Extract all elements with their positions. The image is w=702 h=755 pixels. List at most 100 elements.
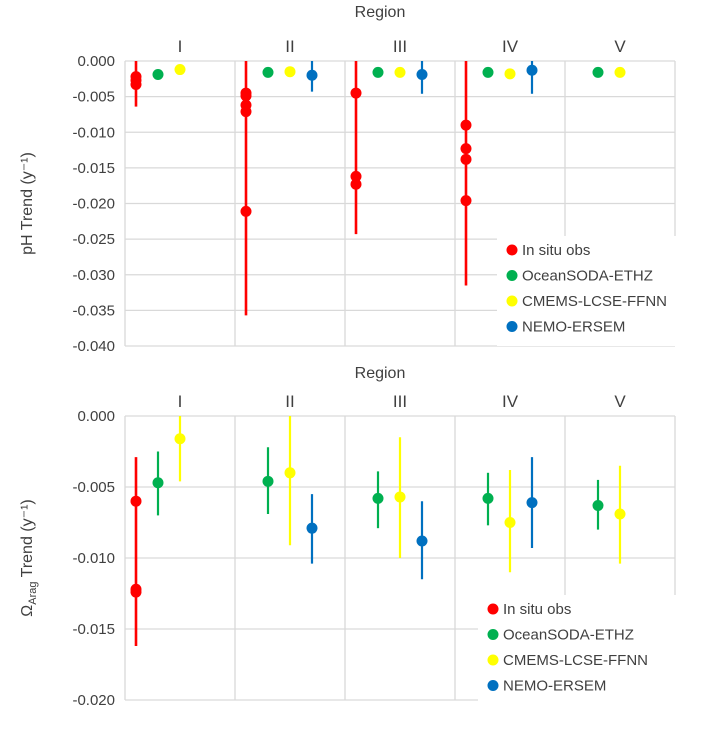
legend-label: NEMO-ERSEM — [522, 319, 625, 336]
y-tick-label: -0.035 — [72, 302, 115, 319]
y-tick-label: -0.025 — [72, 231, 115, 248]
x-tick-label: V — [614, 37, 626, 56]
legend-box — [478, 595, 677, 701]
series-nemo-ersem — [306, 457, 538, 580]
legend-label: In situ obs — [503, 601, 571, 618]
x-axis-title: Region — [355, 4, 406, 21]
x-tick-label: IV — [502, 37, 519, 56]
data-point — [130, 495, 142, 507]
data-point — [394, 491, 406, 503]
legend-marker — [506, 270, 518, 281]
series-oceansoda-ethz — [152, 447, 604, 530]
legend-label: OceanSODA-ETHZ — [522, 268, 653, 285]
data-point — [262, 475, 274, 487]
legend-marker — [506, 321, 518, 332]
y-axis-title-text: Trend (y⁻¹) — [19, 499, 36, 581]
data-point — [394, 66, 406, 78]
legend-marker — [506, 244, 518, 256]
data-point — [614, 66, 626, 78]
data-point — [130, 79, 142, 91]
data-point — [526, 497, 538, 509]
x-tick-label: II — [285, 37, 294, 56]
data-point — [460, 153, 472, 165]
y-tick-label: -0.005 — [72, 89, 115, 106]
legend-marker — [487, 680, 499, 691]
legend-label: CMEMS-LCSE-FFNN — [503, 652, 648, 669]
y-tick-label: -0.020 — [72, 196, 115, 213]
data-point — [592, 66, 604, 78]
y-tick-label: -0.030 — [72, 267, 115, 284]
series-in-situ-obs — [130, 61, 472, 316]
data-point — [504, 517, 516, 528]
legend-label: NEMO-ERSEM — [503, 678, 606, 695]
data-point — [482, 66, 494, 78]
data-point — [284, 66, 296, 78]
data-point — [262, 66, 274, 78]
y-axis-title-symbol: Ω — [19, 605, 36, 617]
data-point — [372, 66, 384, 78]
y-tick-label: 0.000 — [77, 53, 115, 70]
data-point — [130, 586, 142, 598]
data-point — [240, 90, 252, 102]
series-cmems-lcse-ffnn — [174, 416, 626, 573]
series-in-situ-obs — [130, 457, 142, 647]
data-point — [460, 143, 472, 155]
data-point — [152, 69, 164, 81]
data-point — [460, 195, 472, 207]
legend-marker — [506, 295, 518, 307]
series-oceansoda-ethz — [152, 66, 604, 81]
data-point — [306, 522, 318, 534]
legend-label: CMEMS-LCSE-FFNN — [522, 293, 667, 310]
x-tick-label: V — [614, 392, 626, 411]
data-point — [240, 106, 252, 118]
y-tick-label: -0.015 — [72, 621, 115, 638]
legend-box — [497, 236, 677, 346]
data-point — [416, 535, 428, 547]
data-point — [482, 492, 494, 504]
x-tick-label: I — [178, 392, 183, 411]
legend-marker — [487, 603, 499, 615]
data-point — [350, 87, 362, 99]
y-tick-label: -0.005 — [72, 479, 115, 496]
x-tick-label: III — [393, 37, 407, 56]
x-tick-label: I — [178, 37, 183, 56]
data-point — [306, 69, 318, 81]
x-axis-title: Region — [355, 365, 406, 382]
legend-marker — [487, 654, 499, 666]
data-point — [526, 64, 538, 76]
y-axis-title: ΩArag Trend (y⁻¹) — [19, 499, 39, 616]
y-tick-label: -0.040 — [72, 338, 115, 355]
series-cmems-lcse-ffnn — [174, 64, 626, 80]
data-point — [504, 68, 516, 80]
y-tick-label: -0.015 — [72, 160, 115, 177]
y-tick-label: -0.020 — [72, 692, 115, 709]
data-point — [152, 477, 164, 489]
legend: In situ obs OceanSODA-ETHZ CMEMS-LCSE-FFNN… — [497, 236, 677, 346]
y-tick-label: -0.010 — [72, 550, 115, 567]
legend: In situ obs OceanSODA-ETHZ CMEMS-LCSE-FFNN… — [478, 595, 677, 701]
x-tick-label: II — [285, 392, 294, 411]
legend-marker — [487, 629, 499, 640]
y-tick-label: 0.000 — [77, 408, 115, 425]
data-point — [240, 205, 252, 217]
y-axis-title: pH Trend (y⁻¹) — [19, 152, 36, 255]
legend-label: OceanSODA-ETHZ — [503, 627, 634, 644]
y-tick-label: -0.010 — [72, 124, 115, 141]
data-point — [284, 467, 296, 479]
data-point — [350, 178, 362, 190]
data-point — [174, 64, 186, 76]
data-point — [174, 433, 186, 445]
data-point — [614, 508, 626, 520]
series-nemo-ersem — [306, 61, 538, 94]
chart-panel-1: 0.000 -0.005 -0.010 -0.015 -0.020 -0.025 -0.03… — [19, 4, 677, 355]
x-tick-label: III — [393, 392, 407, 411]
data-point — [416, 69, 428, 81]
data-point — [350, 170, 362, 182]
data-point — [460, 119, 472, 131]
legend-label: In situ obs — [522, 242, 590, 259]
y-axis-title-subscript: Arag — [27, 582, 39, 605]
data-point — [592, 499, 604, 511]
